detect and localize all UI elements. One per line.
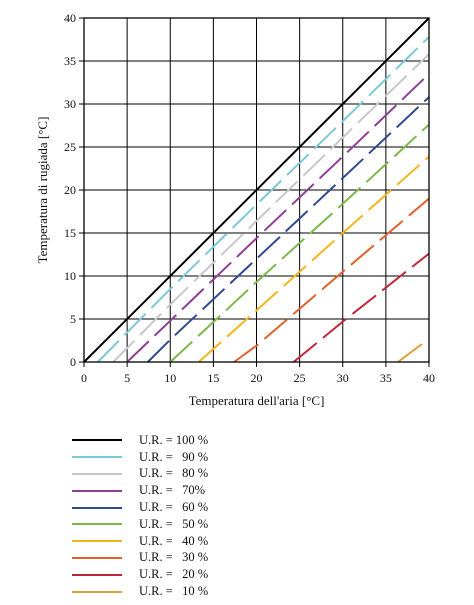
- y-tick-label: 15: [64, 226, 76, 240]
- series-line: [198, 155, 430, 363]
- x-tick-label: 40: [423, 371, 435, 385]
- x-tick-label: 25: [294, 371, 306, 385]
- legend-swatch: [72, 439, 122, 442]
- legend-swatch: [72, 523, 122, 526]
- legend-item: U.R. = 20 %: [72, 566, 392, 583]
- series-line: [97, 36, 430, 363]
- legend-swatch: [72, 540, 122, 543]
- legend-item: U.R. = 80 %: [72, 466, 392, 483]
- series-line: [233, 197, 430, 363]
- legend-label: U.R. = 90 %: [139, 449, 209, 464]
- legend-item: U.R. = 10 %: [72, 583, 392, 600]
- y-tick-label: 0: [70, 355, 76, 369]
- x-tick-label: 35: [380, 371, 392, 385]
- y-tick-label: 40: [64, 11, 76, 25]
- legend-swatch: [72, 590, 122, 593]
- legend-label: U.R. = 10 %: [139, 584, 209, 599]
- legend-swatch: [72, 506, 122, 509]
- y-tick-label: 5: [70, 312, 76, 326]
- legend-item: U.R. = 30 %: [72, 550, 392, 567]
- legend-label: U.R. = 40 %: [139, 533, 209, 548]
- y-tick-label: 30: [64, 97, 76, 111]
- x-axis-label: Temperatura dell'aria [°C]: [189, 393, 325, 408]
- x-tick-label: 15: [207, 371, 219, 385]
- legend-label: U.R. = 70%: [139, 483, 206, 498]
- series-line: [169, 123, 430, 363]
- legend-item: U.R. = 90 %: [72, 449, 392, 466]
- series-line: [397, 337, 430, 363]
- legend-label: U.R. = 50 %: [139, 516, 209, 531]
- y-tick-label: 35: [64, 54, 76, 68]
- x-tick-label: 5: [124, 371, 130, 385]
- legend-item: U.R. = 40 %: [72, 533, 392, 550]
- legend-item: U.R. = 60 %: [72, 499, 392, 516]
- y-tick-label: 10: [64, 269, 76, 283]
- series-line: [126, 73, 430, 363]
- legend-swatch: [72, 573, 122, 576]
- x-axis-ticks: 0 5 10 15 20 25 30 35 40: [81, 362, 435, 385]
- series-line: [147, 96, 430, 363]
- x-tick-label: 10: [164, 371, 176, 385]
- legend-swatch: [72, 456, 122, 459]
- y-axis-ticks: 0 5 10 15 20 25 30 35 40: [64, 11, 84, 369]
- series-line: [112, 53, 430, 363]
- y-axis-label: Temperatura di rugiada [°C]: [35, 117, 50, 264]
- legend-swatch: [72, 489, 122, 492]
- legend-label: U.R. = 100 %: [139, 432, 209, 447]
- y-tick-label: 25: [64, 140, 76, 154]
- series-line: [83, 17, 430, 363]
- legend-label: U.R. = 30 %: [139, 550, 209, 565]
- legend-label: U.R. = 20 %: [139, 567, 209, 582]
- legend-label: U.R. = 60 %: [139, 500, 209, 515]
- legend-item: U.R. = 50 %: [72, 516, 392, 533]
- x-tick-label: 30: [337, 371, 349, 385]
- legend-swatch: [72, 472, 122, 475]
- legend-swatch: [72, 556, 122, 559]
- x-tick-label: 20: [251, 371, 263, 385]
- legend-item: U.R. = 70%: [72, 482, 392, 499]
- series-lines: [83, 17, 430, 363]
- legend-item: U.R. = 100 %: [72, 432, 392, 449]
- legend-label: U.R. = 80 %: [139, 466, 209, 481]
- x-tick-label: 0: [81, 371, 87, 385]
- legend: U.R. = 100 % U.R. = 90 % U.R. = 80 % U.R. =…: [72, 432, 392, 600]
- series-line: [292, 252, 430, 363]
- y-tick-label: 20: [64, 183, 76, 197]
- chart: 0 5 10 15 20 25 30 35 40 0 5 10 15 20 25 30 35 40 Temper…: [35, 11, 435, 408]
